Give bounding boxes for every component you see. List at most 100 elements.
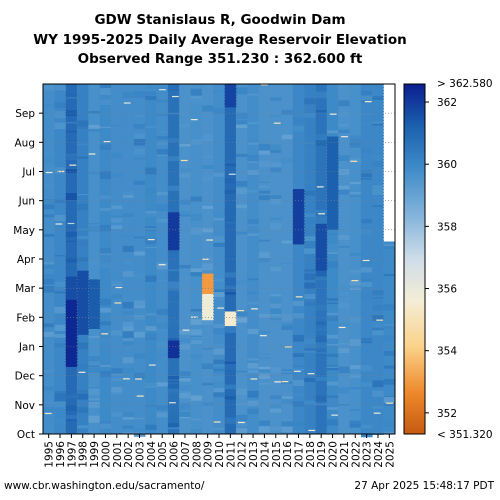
heatmap-band	[281, 323, 294, 327]
x-tick-label-2025: 2025	[384, 441, 396, 468]
heatmap-band	[281, 381, 294, 384]
heatmap-band	[281, 396, 294, 399]
heatmap-band	[111, 283, 123, 286]
heatmap-band	[247, 301, 260, 305]
heatmap-streak	[350, 160, 358, 162]
heatmap-band	[179, 101, 191, 105]
heatmap-band	[270, 115, 282, 118]
heatmap-band	[190, 88, 203, 96]
heatmap-band	[224, 285, 237, 289]
heatmap-band	[258, 143, 271, 151]
heatmap-band	[122, 432, 135, 434]
heatmap-band	[43, 104, 55, 108]
heatmap-band	[338, 245, 350, 248]
colorbar-tick-label-352: 352	[437, 408, 457, 420]
heatmap-band	[224, 417, 237, 424]
heatmap-band	[167, 291, 180, 297]
heatmap-band	[326, 130, 339, 134]
heatmap-band	[122, 357, 135, 364]
heatmap-band	[247, 122, 260, 125]
heatmap-band	[167, 427, 180, 430]
heatmap-band	[372, 154, 384, 161]
heatmap-streak	[213, 421, 221, 423]
heatmap-streak	[67, 222, 75, 225]
heatmap-band	[247, 93, 260, 96]
heatmap-band	[111, 280, 123, 285]
heatmap-band	[179, 264, 191, 269]
heatmap-band	[77, 120, 89, 127]
heatmap-column-2015	[270, 84, 282, 434]
heatmap-band	[99, 224, 112, 232]
heatmap-band	[372, 297, 384, 299]
heatmap-band	[326, 243, 339, 251]
heatmap-band	[326, 381, 339, 386]
heatmap-band	[156, 141, 169, 146]
heatmap-band	[156, 329, 169, 333]
heatmap-band	[43, 331, 55, 337]
heatmap-band	[167, 281, 180, 289]
heatmap-band	[315, 403, 328, 406]
y-tick-label-jun: Jun	[18, 196, 35, 208]
heatmap-band	[236, 124, 248, 129]
heatmap-band	[179, 417, 191, 419]
heatmap-band	[122, 153, 135, 156]
heatmap-band	[304, 348, 316, 351]
heatmap-band	[43, 407, 55, 413]
heatmap-band	[145, 115, 157, 117]
heatmap-band	[270, 303, 282, 310]
heatmap-band	[88, 259, 101, 266]
heatmap-band	[167, 319, 180, 325]
colorbar-tick-label-360: 360	[437, 159, 457, 171]
heatmap-band	[156, 264, 169, 270]
heatmap-band	[258, 176, 271, 180]
heatmap-band	[156, 405, 169, 411]
heatmap-band	[145, 397, 157, 400]
heatmap-band	[201, 263, 214, 271]
heatmap-streak	[135, 378, 142, 380]
y-tick-label-may: May	[13, 225, 35, 237]
heatmap-band	[167, 384, 180, 390]
heatmap-band	[224, 178, 237, 184]
heatmap-band	[292, 353, 305, 357]
heatmap-band	[156, 352, 169, 357]
heatmap-band	[99, 99, 112, 106]
heatmap-band	[349, 374, 362, 378]
heatmap-band	[167, 286, 180, 292]
heatmap-streak	[284, 346, 292, 348]
heatmap-band	[304, 377, 316, 383]
heatmap-band	[270, 406, 282, 413]
heatmap-band	[247, 390, 260, 398]
heatmap-band	[270, 162, 282, 167]
heatmap-band	[88, 368, 101, 373]
heatmap-band	[111, 153, 123, 159]
heatmap-band	[224, 208, 237, 215]
heatmap-band	[213, 90, 225, 93]
heatmap-band	[270, 404, 282, 409]
heatmap-band	[247, 369, 260, 374]
heatmap-streak	[158, 264, 166, 266]
heatmap-band	[360, 267, 373, 273]
heatmap-band	[65, 110, 78, 116]
heatmap-band	[270, 313, 282, 316]
heatmap-band	[145, 228, 157, 230]
heatmap-band	[236, 188, 248, 194]
heatmap-band	[167, 338, 180, 342]
heatmap-streak	[293, 370, 301, 373]
heatmap-band	[281, 399, 294, 404]
heatmap-band	[54, 199, 67, 204]
heatmap-band	[270, 297, 282, 304]
heatmap-band	[201, 176, 214, 182]
heatmap-band	[372, 390, 384, 397]
heatmap-band	[360, 95, 373, 101]
heatmap-band	[213, 343, 225, 349]
heatmap-band	[360, 173, 373, 178]
heatmap-band	[315, 269, 328, 277]
x-tick-label-2002: 2002	[123, 441, 135, 468]
heatmap-band	[190, 354, 203, 359]
heatmap-band	[54, 391, 67, 393]
heatmap-band	[304, 269, 316, 272]
x-tick-label-1999: 1999	[89, 441, 101, 468]
heatmap-band	[224, 292, 237, 295]
heatmap-column-2020	[326, 84, 339, 434]
heatmap-band	[179, 210, 191, 217]
